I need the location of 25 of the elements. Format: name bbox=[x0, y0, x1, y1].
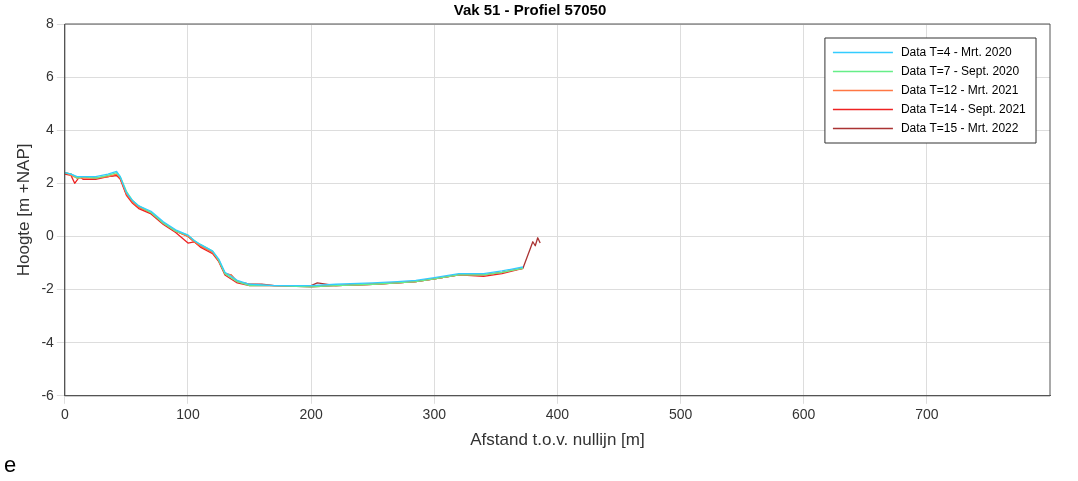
legend-label: Data T=12 - Mrt. 2021 bbox=[900, 82, 1019, 97]
x-tick-label: 400 bbox=[545, 406, 570, 423]
legend-label: Data T=4 - Mrt. 2020 bbox=[900, 44, 1013, 59]
x-axis-title: Afstand t.o.v. nullijn [m] bbox=[470, 430, 645, 450]
y-tick-label: 6 bbox=[46, 67, 55, 84]
x-tick-label: 700 bbox=[915, 406, 939, 423]
x-tick-label: 600 bbox=[792, 406, 816, 423]
y-tick-label: -2 bbox=[41, 280, 55, 297]
text: e bbox=[4, 452, 17, 478]
legend-label: Data T=14 - Sept. 2021 bbox=[900, 101, 1027, 116]
x-tick-label: 500 bbox=[668, 406, 693, 423]
x-tick-label: 0 bbox=[60, 406, 69, 423]
y-tick-label: -4 bbox=[41, 333, 55, 350]
x-tick-label: 200 bbox=[299, 406, 324, 423]
y-tick-label: 4 bbox=[46, 121, 55, 138]
y-tick-label: 2 bbox=[46, 174, 55, 191]
y-tick-label: 0 bbox=[46, 227, 55, 244]
y-axis-title: Hoogte [m +NAP] bbox=[13, 143, 33, 277]
legend-label: Data T=15 - Mrt. 2022 bbox=[900, 120, 1019, 135]
y-tick-label: 8 bbox=[46, 14, 55, 31]
chart-title: Vak 51 - Profiel 57050 bbox=[453, 1, 607, 19]
x-tick-label: 100 bbox=[176, 406, 200, 423]
y-tick-label: -6 bbox=[41, 386, 55, 403]
legend-label: Data T=7 - Sept. 2020 bbox=[900, 63, 1020, 78]
x-tick-label: 300 bbox=[422, 406, 447, 423]
